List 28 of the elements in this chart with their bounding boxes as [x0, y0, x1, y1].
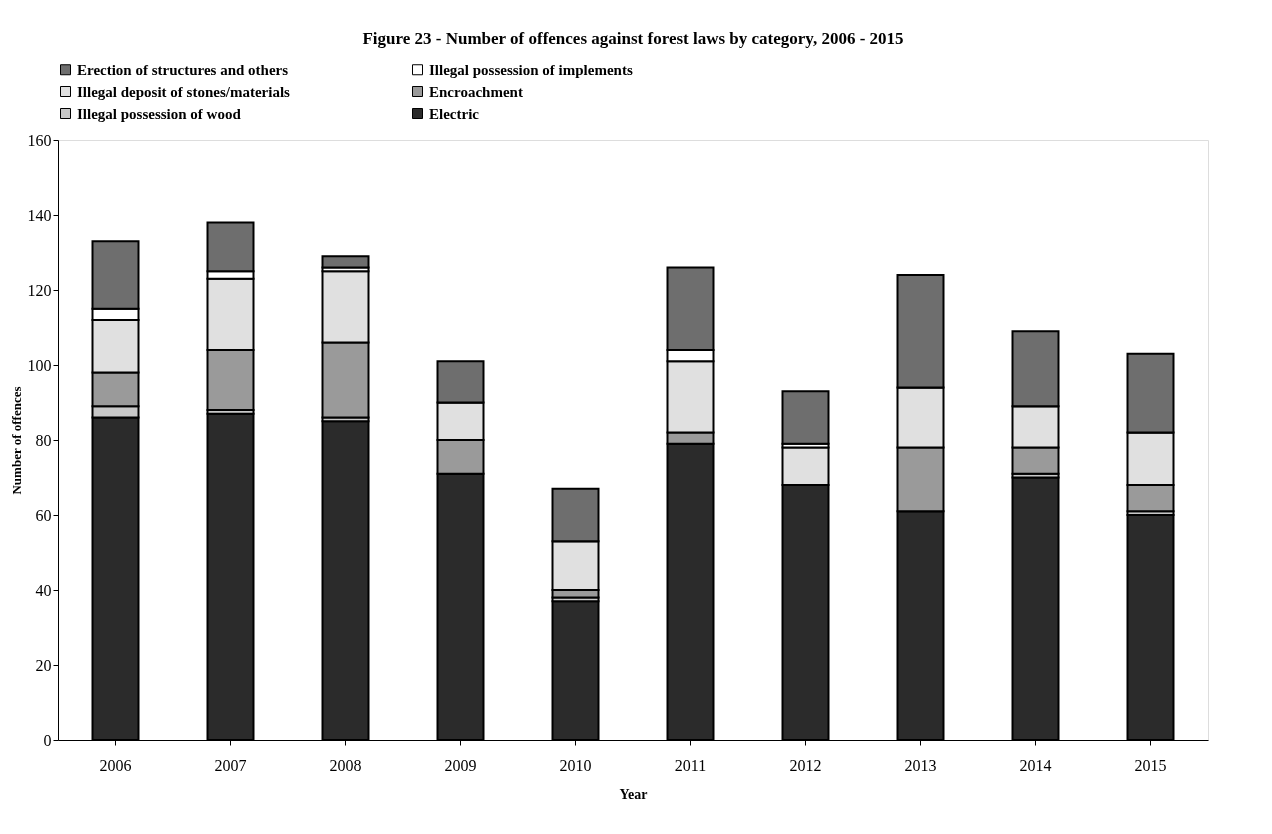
x-tick-label: 2012 — [789, 756, 822, 774]
x-tick-label: 2009 — [444, 756, 477, 774]
x-tick-label: 2010 — [559, 756, 592, 774]
x-axis-title: Year — [619, 786, 648, 802]
y-tick-label: 60 — [35, 506, 52, 524]
legend-label: Illegal possession of implements — [429, 61, 633, 78]
x-tick-label: 2014 — [1019, 756, 1052, 774]
legend-label: Erection of structures and others — [77, 61, 289, 78]
chart-title: Figure 23 - Number of offences against forest laws by category, 2006 - 2015 — [362, 29, 904, 48]
x-tick-label: 2013 — [904, 756, 937, 774]
x-tick-label: 2008 — [329, 756, 362, 774]
x-tick-label: 2015 — [1134, 756, 1167, 774]
y-tick-label: 40 — [35, 581, 52, 599]
legend-label: Illegal possession of wood — [77, 105, 242, 122]
y-axis-title: Number of offences — [8, 386, 24, 495]
x-tick-label: 2011 — [674, 756, 707, 774]
legend-label: Encroachment — [429, 83, 523, 100]
legend-label: Illegal deposit of stones/materials — [77, 83, 291, 100]
x-tick-label: 2007 — [214, 756, 247, 774]
y-tick-label: 80 — [35, 431, 52, 449]
legend-label: Electric — [429, 105, 480, 122]
y-tick-label: 20 — [35, 656, 52, 674]
y-tick-label: 120 — [27, 281, 52, 299]
x-tick-label: 2006 — [99, 756, 132, 774]
y-tick-label: 160 — [27, 131, 52, 149]
y-tick-label: 0 — [43, 731, 52, 749]
y-tick-label: 100 — [27, 356, 52, 374]
y-tick-label: 140 — [27, 206, 52, 224]
